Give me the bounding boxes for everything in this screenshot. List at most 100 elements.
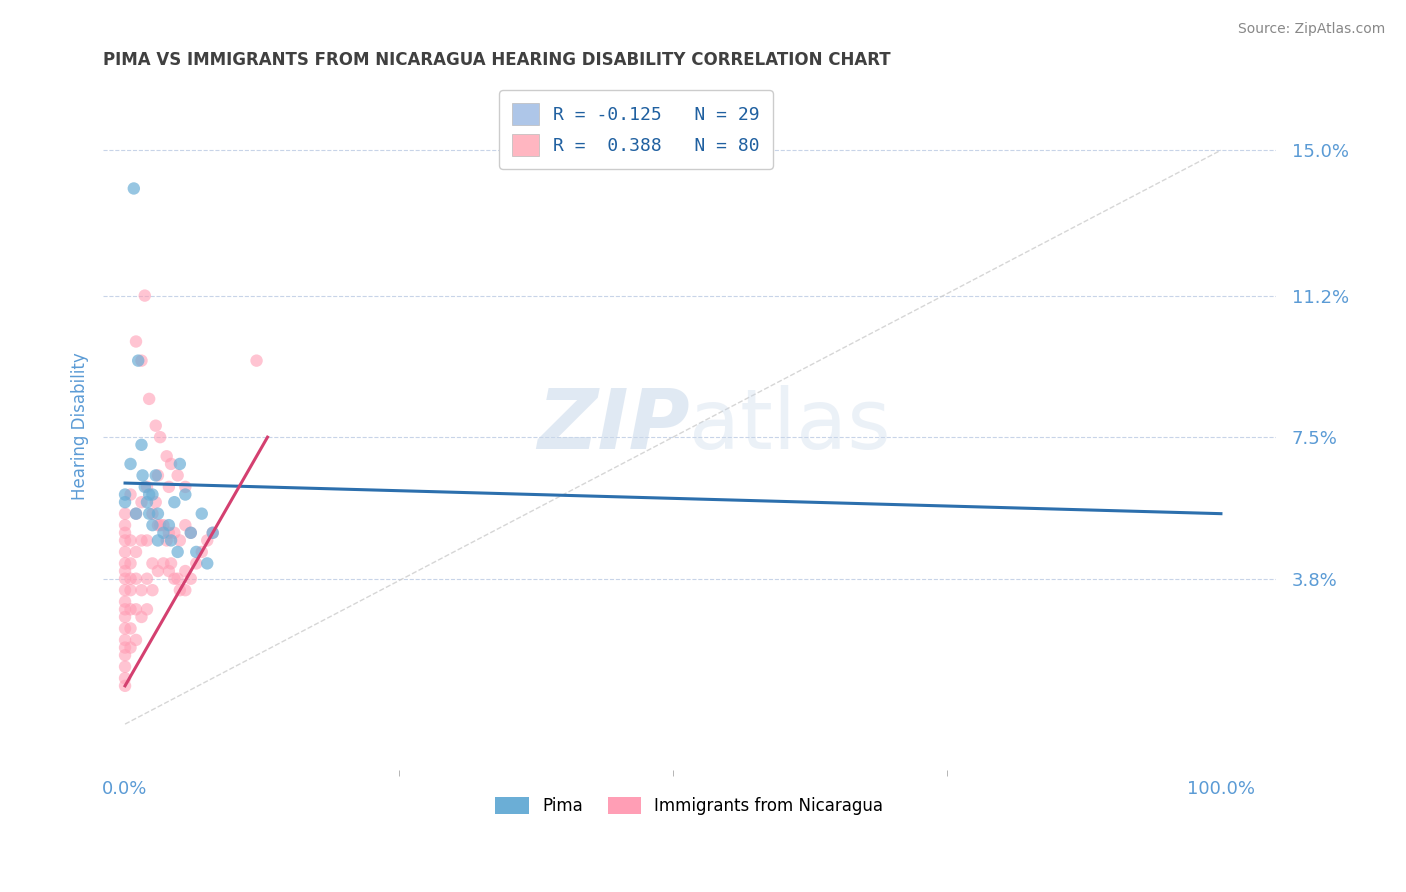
Point <box>114 525 136 540</box>
Point <box>125 507 148 521</box>
Point <box>114 602 136 616</box>
Point <box>160 557 183 571</box>
Point <box>136 602 159 616</box>
Point <box>114 622 136 636</box>
Point <box>163 572 186 586</box>
Point <box>120 640 142 655</box>
Point <box>195 557 218 571</box>
Point <box>201 525 224 540</box>
Point <box>145 418 167 433</box>
Point <box>149 518 172 533</box>
Point <box>174 518 197 533</box>
Point <box>138 507 160 521</box>
Point <box>157 480 180 494</box>
Point <box>141 487 163 501</box>
Point <box>156 533 179 548</box>
Point <box>134 288 156 302</box>
Point <box>136 572 159 586</box>
Point <box>125 602 148 616</box>
Point <box>174 487 197 501</box>
Point <box>114 495 136 509</box>
Text: ZIP: ZIP <box>537 385 689 467</box>
Point <box>131 468 153 483</box>
Point <box>120 602 142 616</box>
Point <box>157 518 180 533</box>
Point <box>131 533 153 548</box>
Point <box>145 495 167 509</box>
Point <box>136 480 159 494</box>
Point <box>120 622 142 636</box>
Point <box>114 487 136 501</box>
Point <box>141 557 163 571</box>
Point <box>125 632 148 647</box>
Point <box>114 648 136 663</box>
Point <box>125 507 148 521</box>
Point <box>114 518 136 533</box>
Point <box>145 468 167 483</box>
Point <box>114 610 136 624</box>
Point <box>174 480 197 494</box>
Point <box>114 564 136 578</box>
Point <box>120 557 142 571</box>
Point <box>160 533 183 548</box>
Y-axis label: Hearing Disability: Hearing Disability <box>72 351 89 500</box>
Point <box>114 545 136 559</box>
Point <box>131 610 153 624</box>
Point <box>174 564 197 578</box>
Point <box>180 572 202 586</box>
Point <box>136 533 159 548</box>
Point <box>195 533 218 548</box>
Point <box>163 525 186 540</box>
Point <box>152 557 174 571</box>
Point <box>136 495 159 509</box>
Text: PIMA VS IMMIGRANTS FROM NICARAGUA HEARING DISABILITY CORRELATION CHART: PIMA VS IMMIGRANTS FROM NICARAGUA HEARIN… <box>103 51 891 69</box>
Point <box>114 572 136 586</box>
Point <box>114 632 136 647</box>
Point <box>186 545 208 559</box>
Point <box>120 487 142 501</box>
Point <box>169 533 191 548</box>
Point <box>146 533 169 548</box>
Point <box>166 572 188 586</box>
Point <box>141 518 163 533</box>
Point <box>125 334 148 349</box>
Point <box>122 181 145 195</box>
Point <box>141 583 163 598</box>
Point <box>169 457 191 471</box>
Point <box>114 595 136 609</box>
Point <box>125 572 148 586</box>
Point <box>114 533 136 548</box>
Point <box>138 392 160 406</box>
Point <box>131 495 153 509</box>
Point <box>163 495 186 509</box>
Point <box>120 457 142 471</box>
Point <box>131 583 153 598</box>
Legend: Pima, Immigrants from Nicaragua: Pima, Immigrants from Nicaragua <box>486 789 891 823</box>
Point <box>149 430 172 444</box>
Point <box>120 533 142 548</box>
Point <box>174 583 197 598</box>
Point <box>157 564 180 578</box>
Point <box>127 353 149 368</box>
Point <box>146 507 169 521</box>
Text: Source: ZipAtlas.com: Source: ZipAtlas.com <box>1237 22 1385 37</box>
Point <box>114 659 136 673</box>
Point <box>169 583 191 598</box>
Point <box>157 525 180 540</box>
Point <box>180 525 202 540</box>
Text: atlas: atlas <box>689 385 891 467</box>
Point <box>146 468 169 483</box>
Point <box>114 679 136 693</box>
Point <box>114 640 136 655</box>
Point <box>131 353 153 368</box>
Point <box>120 583 142 598</box>
Point <box>186 557 208 571</box>
Point <box>134 480 156 494</box>
Point <box>180 525 202 540</box>
Point <box>152 518 174 533</box>
Point <box>114 507 136 521</box>
Point <box>131 438 153 452</box>
Point <box>190 507 212 521</box>
Point <box>166 545 188 559</box>
Point <box>138 487 160 501</box>
